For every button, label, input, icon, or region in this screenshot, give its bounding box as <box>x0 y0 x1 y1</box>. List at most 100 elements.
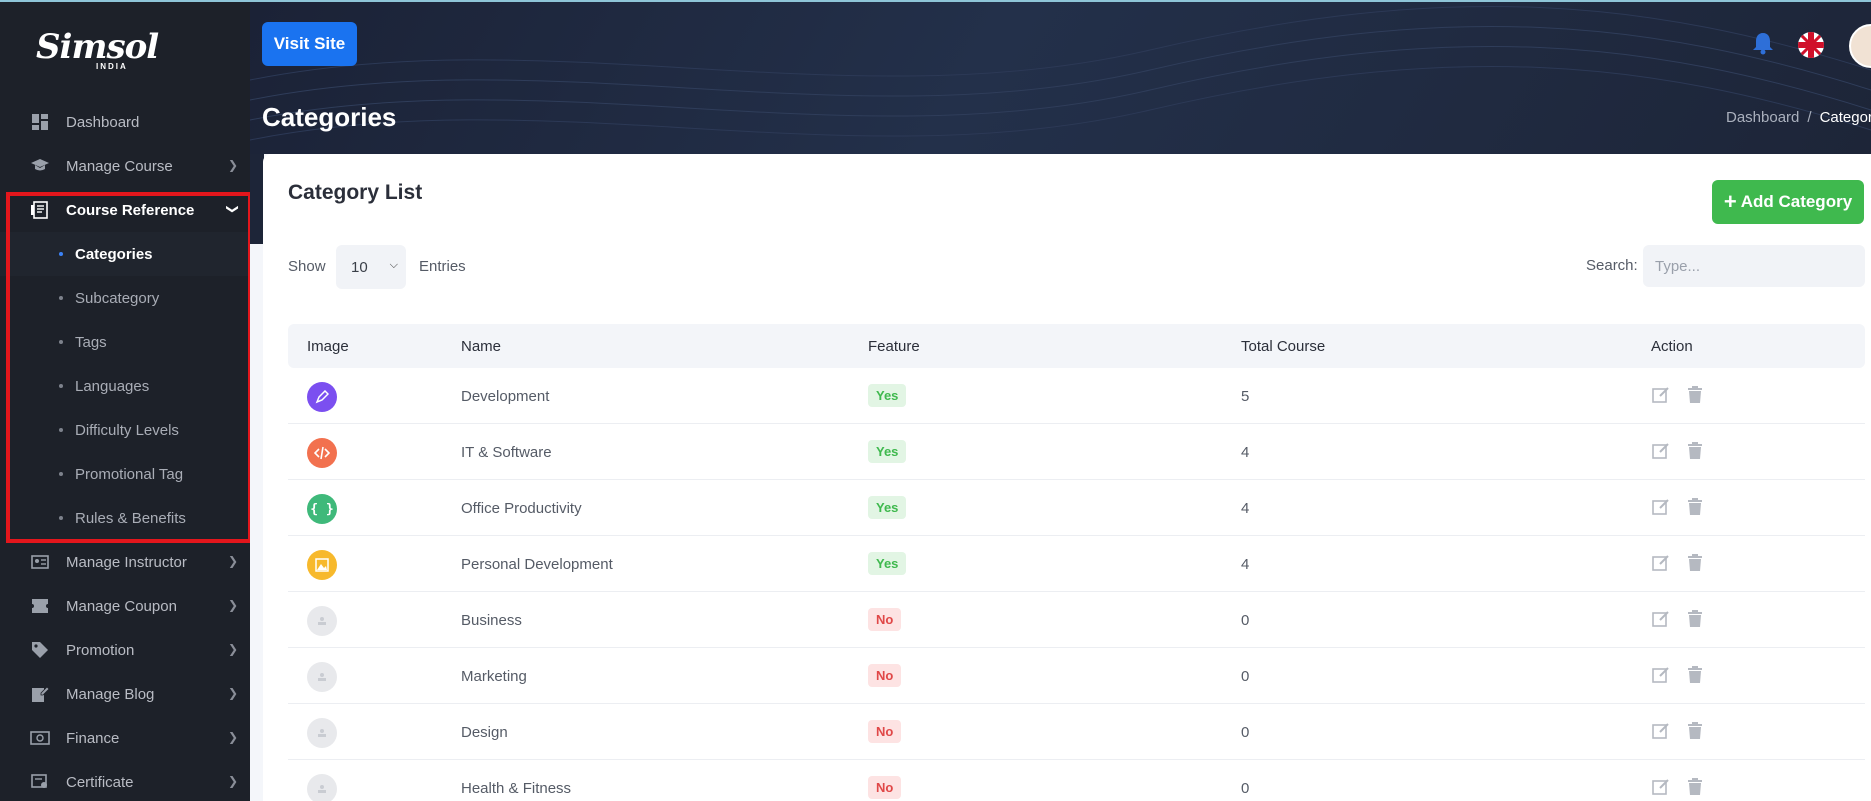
edit-icon[interactable] <box>1651 664 1671 686</box>
trash-icon[interactable] <box>1685 608 1705 630</box>
sidebar-item-manage-coupon[interactable]: Manage Coupon ❯ <box>0 584 250 628</box>
sidebar-item-course-reference[interactable]: Course Reference ❯ <box>0 188 250 232</box>
feature-badge: No <box>868 608 902 631</box>
trash-icon[interactable] <box>1685 496 1705 518</box>
feature-badge: No <box>868 664 902 687</box>
edit-icon[interactable] <box>1651 384 1671 406</box>
submenu-item-subcategory[interactable]: Subcategory <box>0 276 250 320</box>
chevron-right-icon: ❯ <box>227 730 238 744</box>
submenu-item-rules-benefits[interactable]: Rules & Benefits <box>0 496 250 540</box>
sidebar-item-label: Manage Instructor <box>66 553 187 571</box>
chevron-down-icon: ⌵ <box>389 259 398 271</box>
entries-select[interactable]: 10 ⌵ <box>336 245 406 289</box>
badge-label: No <box>868 776 902 799</box>
submenu-item-languages[interactable]: Languages <box>0 364 250 408</box>
entries-select-value: 10 <box>351 258 368 276</box>
sidebar-item-certificate[interactable]: Certificate ❯ <box>0 760 250 801</box>
edit-icon[interactable] <box>1651 776 1671 798</box>
trash-icon[interactable] <box>1685 440 1705 462</box>
edit-icon[interactable] <box>1651 496 1671 518</box>
edit-icon[interactable] <box>1651 608 1671 630</box>
id-card-icon <box>30 552 50 572</box>
placeholder-icon <box>307 662 337 692</box>
table-row: Business No 0 <box>288 592 1865 648</box>
sidebar-item-promotion[interactable]: Promotion ❯ <box>0 628 250 672</box>
column-header-feature[interactable]: Feature <box>868 338 920 355</box>
sidebar-item-dashboard[interactable]: Dashboard <box>0 100 250 144</box>
total-course: 4 <box>1241 556 1250 573</box>
submenu-label: Promotional Tag <box>75 465 184 483</box>
category-name: Development <box>461 388 550 405</box>
category-name: Design <box>461 724 508 741</box>
sidebar-item-manage-blog[interactable]: Manage Blog ❯ <box>0 672 250 716</box>
logo-text: Simsol <box>36 26 159 67</box>
top-accent-line <box>0 0 1871 2</box>
table-row: Marketing No 0 <box>288 648 1865 704</box>
trash-icon[interactable] <box>1685 720 1705 742</box>
bullet-icon <box>59 384 63 388</box>
table-row: Development Yes 5 <box>288 368 1865 424</box>
column-header-action: Action <box>1651 338 1693 355</box>
feature-badge: No <box>868 720 902 743</box>
search-input[interactable] <box>1643 245 1865 287</box>
breadcrumb: Dashboard / Categor <box>1726 109 1871 126</box>
breadcrumb-home[interactable]: Dashboard <box>1726 109 1800 126</box>
feature-badge: Yes <box>868 384 907 407</box>
bell-icon[interactable] <box>1750 30 1776 61</box>
sidebar-item-label: Manage Coupon <box>66 597 177 615</box>
badge-label: No <box>868 664 902 687</box>
uk-flag-icon[interactable] <box>1798 32 1824 58</box>
row-actions <box>1651 440 1705 462</box>
badge-label: Yes <box>868 552 907 575</box>
submenu-label: Subcategory <box>75 289 160 307</box>
sidebar-item-finance[interactable]: Finance ❯ <box>0 716 250 760</box>
edit-icon[interactable] <box>1651 552 1671 574</box>
column-header-image[interactable]: Image <box>307 338 349 355</box>
submenu-label: Difficulty Levels <box>75 421 179 439</box>
sidebar-item-label: Dashboard <box>66 113 140 131</box>
total-course: 5 <box>1241 388 1250 405</box>
image-icon <box>307 550 337 580</box>
bullet-icon <box>59 340 63 344</box>
column-header-total-course[interactable]: Total Course <box>1241 338 1326 355</box>
submenu-item-difficulty-levels[interactable]: Difficulty Levels <box>0 408 250 452</box>
card-title: Category List <box>288 181 423 204</box>
search-label: Search: <box>1586 257 1638 274</box>
trash-icon[interactable] <box>1685 552 1705 574</box>
breadcrumb-current: Categor <box>1819 109 1871 126</box>
chevron-right-icon: ❯ <box>227 642 238 656</box>
table-row: IT & Software Yes 4 <box>288 424 1865 480</box>
category-name: Health & Fitness <box>461 780 572 797</box>
submenu-item-tags[interactable]: Tags <box>0 320 250 364</box>
reference-icon <box>30 200 50 220</box>
visit-site-button[interactable]: Visit Site <box>262 22 357 66</box>
table-body: Development Yes 5 IT & Software Yes 4 <box>288 368 1865 801</box>
edit-note-icon <box>30 684 50 704</box>
bullet-icon <box>59 296 63 300</box>
show-label: Show <box>288 258 326 275</box>
bullet-icon <box>59 428 63 432</box>
sidebar-item-manage-course[interactable]: Manage Course ❯ <box>0 144 250 188</box>
category-name: Marketing <box>461 668 527 685</box>
code-icon <box>307 438 337 468</box>
plus-icon: + <box>1723 189 1737 214</box>
page-header: Visit Site Categories Dashboard / Categor <box>250 0 1871 154</box>
submenu-item-categories[interactable]: Categories <box>0 232 250 276</box>
submenu-item-promotional-tag[interactable]: Promotional Tag <box>0 452 250 496</box>
page-title: Categories <box>262 102 397 132</box>
trash-icon[interactable] <box>1685 776 1705 798</box>
sidebar-item-manage-instructor[interactable]: Manage Instructor ❯ <box>0 540 250 584</box>
column-header-name[interactable]: Name <box>461 338 502 355</box>
table-row: Personal Development Yes 4 <box>288 536 1865 592</box>
edit-icon[interactable] <box>1651 720 1671 742</box>
trash-icon[interactable] <box>1685 664 1705 686</box>
trash-icon[interactable] <box>1685 384 1705 406</box>
edit-icon[interactable] <box>1651 440 1671 462</box>
logo[interactable]: Simsol INDIA <box>0 0 250 100</box>
sidebar-item-label: Manage Course <box>66 157 173 175</box>
dashboard-icon <box>30 112 50 132</box>
placeholder-icon <box>307 718 337 748</box>
total-course: 0 <box>1241 780 1250 797</box>
add-category-button[interactable]: + Add Category <box>1712 180 1864 224</box>
submenu-label: Tags <box>75 333 107 351</box>
